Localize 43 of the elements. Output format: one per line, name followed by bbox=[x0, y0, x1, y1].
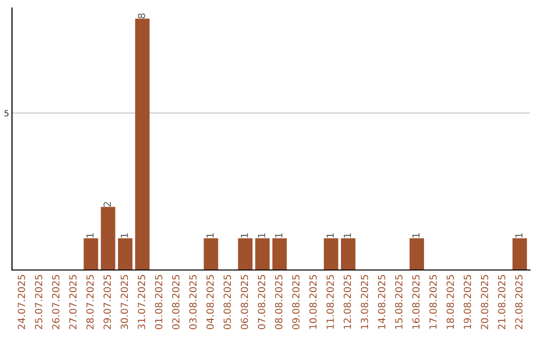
x-tick-label: 28.07.2025 bbox=[86, 275, 94, 330]
data-label: 1 bbox=[240, 233, 248, 238]
x-tick-label: 05.08.2025 bbox=[224, 275, 231, 330]
data-label: 2 bbox=[104, 202, 111, 207]
x-tick-label: 22.08.2025 bbox=[515, 275, 523, 330]
x-tick-label: 09.08.2025 bbox=[292, 275, 300, 330]
data-label: 1 bbox=[275, 233, 282, 238]
x-tick-label: 12.08.2025 bbox=[344, 275, 352, 329]
x-tick-label: 24.07.2025 bbox=[18, 275, 26, 330]
x-tick-label: 18.08.2025 bbox=[446, 275, 454, 329]
x-tick-label: 08.08.2025 bbox=[275, 275, 282, 330]
x-tick-label: 20.08.2025 bbox=[480, 275, 488, 330]
data-label: 8 bbox=[138, 13, 146, 18]
x-tick-label: 02.08.2025 bbox=[172, 275, 180, 330]
data-label: 1 bbox=[344, 233, 351, 238]
x-tick-label: 03.08.2025 bbox=[189, 275, 197, 330]
x-tick-label: 10.08.2025 bbox=[309, 275, 317, 329]
x-tick-label: 25.07.2025 bbox=[34, 275, 42, 330]
x-tick-label: 31.07.2025 bbox=[138, 275, 146, 330]
x-tick-label: 26.07.2025 bbox=[52, 275, 60, 330]
x-tick-label: 29.07.2025 bbox=[104, 275, 111, 330]
x-tick-label: 16.08.2025 bbox=[412, 275, 420, 329]
x-tick-label: 07.08.2025 bbox=[258, 275, 266, 330]
x-tick-label: 27.07.2025 bbox=[69, 275, 77, 330]
data-label: 1 bbox=[258, 233, 266, 238]
x-tick-label: 13.08.2025 bbox=[360, 275, 368, 329]
x-tick-label: 17.08.2025 bbox=[429, 275, 437, 329]
x-tick-label: 11.08.2025 bbox=[326, 275, 334, 329]
data-label: 1 bbox=[86, 233, 94, 238]
x-tick-label: 14.08.2025 bbox=[378, 275, 386, 329]
x-tick-label: 15.08.2025 bbox=[395, 275, 402, 329]
x-tick-label: 19.08.2025 bbox=[464, 275, 472, 329]
x-tick-label: 01.08.2025 bbox=[154, 275, 162, 330]
data-label: 1 bbox=[120, 233, 128, 238]
x-tick-label: 21.08.2025 bbox=[498, 275, 506, 330]
data-label: 1 bbox=[326, 233, 334, 238]
x-tick-label: 04.08.2025 bbox=[206, 275, 214, 330]
x-tick-label: 06.08.2025 bbox=[240, 275, 248, 330]
y-tick-label: 5 bbox=[4, 110, 8, 116]
data-label: 1 bbox=[412, 233, 420, 238]
data-label: 1 bbox=[206, 233, 214, 238]
data-label: 1 bbox=[515, 233, 522, 238]
x-tick-label: 30.07.2025 bbox=[120, 275, 128, 330]
